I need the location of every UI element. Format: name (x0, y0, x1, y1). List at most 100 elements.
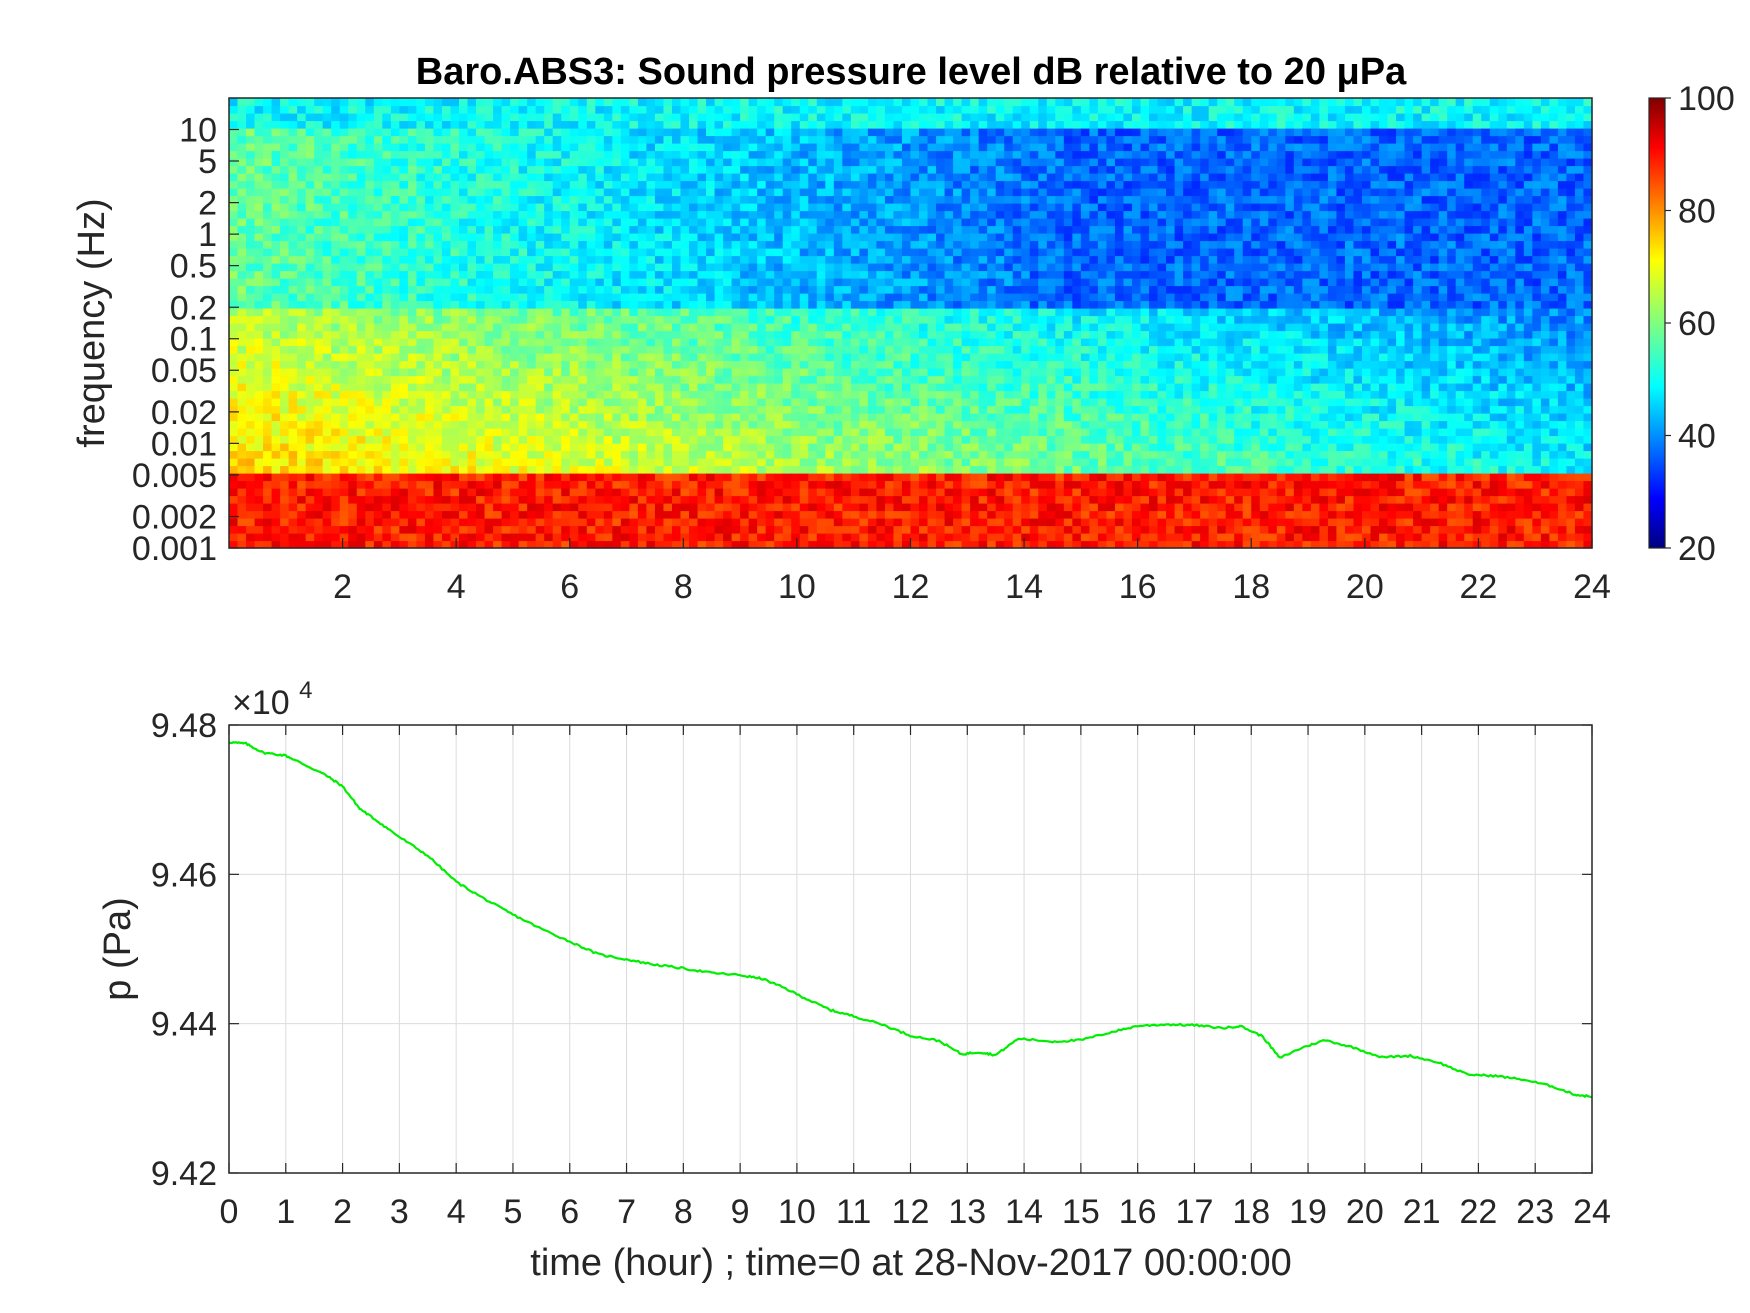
heatmap-cell (884, 450, 895, 459)
heatmap-cell (322, 98, 332, 107)
heatmap-cell (339, 188, 349, 197)
heatmap-cell (919, 218, 929, 227)
heatmap-cell (723, 345, 733, 354)
heatmap-cell (271, 480, 281, 489)
heatmap-cell (867, 240, 878, 249)
heatmap-cell (654, 368, 665, 377)
heatmap-cell (774, 368, 784, 377)
heatmap-cell (476, 375, 486, 384)
heatmap-cell (595, 248, 605, 257)
heatmap-cell (518, 188, 528, 197)
heatmap-cell (833, 143, 843, 152)
heatmap-cell (450, 495, 460, 504)
heatmap-cell (544, 300, 554, 309)
heatmap-cell (620, 383, 630, 392)
heatmap-cell (373, 435, 383, 444)
heatmap-cell (774, 218, 784, 227)
heatmap-cell (893, 143, 903, 152)
heatmap-cell (791, 458, 801, 467)
heatmap-cell (706, 435, 716, 444)
heatmap-cell (373, 270, 383, 279)
heatmap-cell (561, 308, 571, 317)
heatmap-cell (884, 353, 895, 362)
heatmap-cell (612, 323, 622, 332)
heatmap-cell (867, 188, 878, 197)
heatmap-cell (254, 360, 264, 369)
heatmap-cell (288, 180, 298, 189)
heatmap-cell (808, 443, 818, 452)
heatmap-cell (348, 240, 358, 249)
heatmap-cell (493, 435, 503, 444)
heatmap-cell (595, 428, 605, 437)
heatmap-cell (850, 135, 860, 144)
heatmap-cell (671, 120, 682, 129)
heatmap-cell (663, 315, 673, 324)
heatmap-cell (748, 165, 758, 174)
heatmap-cell (842, 533, 852, 542)
heatmap-cell (493, 315, 503, 324)
heatmap-cell (544, 270, 554, 279)
heatmap-cell (518, 158, 528, 167)
heatmap-cell (663, 518, 673, 527)
heatmap-cell (459, 353, 469, 362)
heatmap-cell (382, 120, 392, 129)
heatmap-cell (808, 495, 818, 504)
heatmap-cell (791, 135, 801, 144)
heatmap-cell (612, 533, 622, 542)
heatmap-cell (714, 338, 724, 347)
heatmap-cell (816, 540, 826, 549)
heatmap-cell (476, 413, 486, 422)
heatmap-cell (671, 293, 682, 302)
heatmap-cell (876, 345, 886, 354)
heatmap-cell (467, 503, 477, 512)
heatmap-cell (535, 435, 545, 444)
heatmap-cell (271, 308, 281, 317)
heatmap-cell (620, 390, 630, 399)
heatmap-cell (527, 465, 537, 474)
heatmap-cell (799, 533, 809, 542)
heatmap-cell (305, 278, 315, 287)
heatmap-cell (348, 473, 358, 482)
heatmap-cell (782, 203, 792, 212)
heatmap-cell (671, 368, 682, 377)
heatmap-cell (407, 518, 418, 527)
heatmap-cell (799, 480, 809, 489)
heatmap-cell (450, 225, 460, 234)
heatmap-cell (680, 375, 690, 384)
heatmap-cell (229, 173, 239, 182)
heatmap-cell (561, 338, 571, 347)
heatmap-cell (263, 495, 273, 504)
heatmap-cell (603, 540, 613, 549)
heatmap-cell (229, 338, 239, 347)
heatmap-cell (493, 443, 503, 452)
heatmap-cell (263, 210, 273, 219)
heatmap-cell (365, 525, 375, 534)
heatmap-cell (390, 195, 400, 204)
heatmap-cell (910, 518, 920, 527)
heatmap-cell (314, 158, 324, 167)
heatmap-cell (748, 525, 758, 534)
heatmap-cell (919, 120, 929, 129)
heatmap-cell (288, 285, 298, 294)
heatmap-cell (569, 135, 579, 144)
heatmap-cell (637, 105, 648, 114)
heatmap-cell (518, 105, 528, 114)
heatmap-cell (407, 195, 418, 204)
heatmap-cell (919, 330, 929, 339)
heatmap-cell (816, 420, 826, 429)
heatmap-cell (791, 533, 801, 542)
heatmap-cell (433, 495, 443, 504)
heatmap-cell (450, 210, 460, 219)
heatmap-cell (706, 203, 716, 212)
heatmap-cell (731, 263, 741, 272)
heatmap-cell (884, 480, 895, 489)
heatmap-cell (927, 465, 937, 474)
heatmap-cell (254, 368, 264, 377)
heatmap-cell (356, 158, 366, 167)
heatmap-cell (297, 375, 307, 384)
heatmap-cell (620, 233, 630, 242)
heatmap-cell (271, 285, 281, 294)
heatmap-cell (356, 300, 366, 309)
heatmap-cell (331, 188, 341, 197)
heatmap-cell (348, 255, 358, 264)
